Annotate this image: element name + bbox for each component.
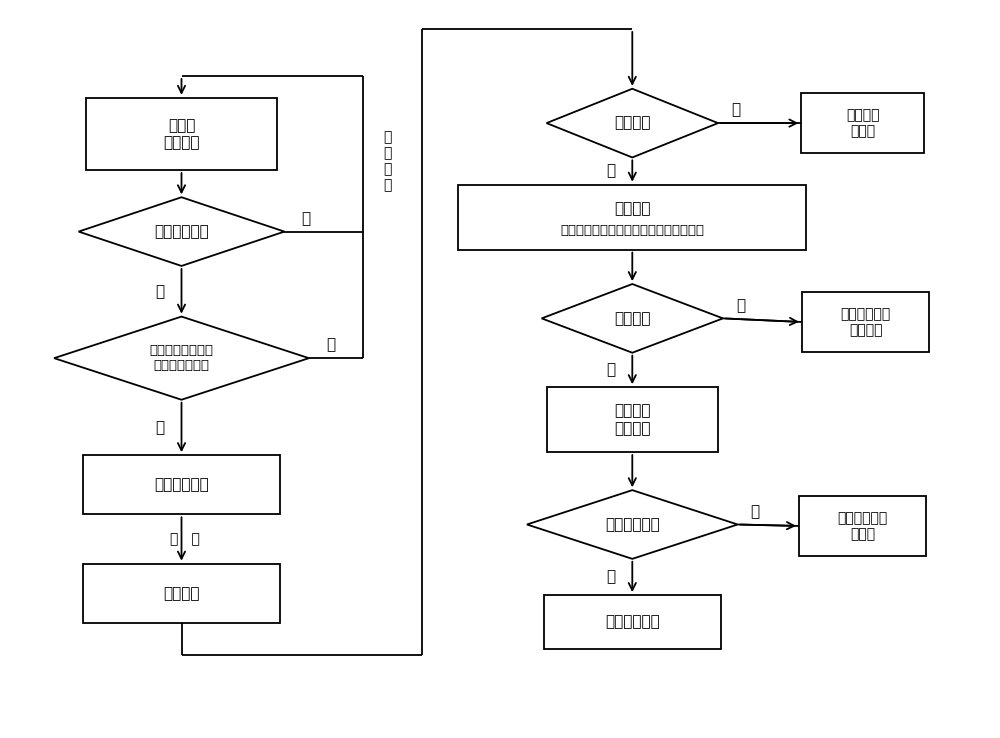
Text: 否: 否 xyxy=(301,211,311,226)
Text: 监听到
动作信号: 监听到 动作信号 xyxy=(163,118,200,150)
Text: 继
续
监
听: 继 续 监 听 xyxy=(383,130,391,193)
Text: 是: 是 xyxy=(155,283,165,299)
Bar xyxy=(802,292,929,351)
Bar xyxy=(458,184,806,249)
Text: 否: 否 xyxy=(751,504,760,519)
Text: 是: 是 xyxy=(606,164,615,179)
Polygon shape xyxy=(542,284,723,353)
Text: 是: 是 xyxy=(606,362,615,377)
Text: 故障分析: 故障分析 xyxy=(614,201,651,216)
Text: 检查相关方式设备
的状态是否正确: 检查相关方式设备 的状态是否正确 xyxy=(150,344,214,372)
Text: 否: 否 xyxy=(736,298,745,313)
Text: 执行故障
处理方案: 执行故障 处理方案 xyxy=(614,404,651,436)
Bar xyxy=(547,387,718,452)
Text: 等   待: 等 待 xyxy=(170,532,199,546)
Text: 故障处理结束: 故障处理结束 xyxy=(605,615,660,630)
Text: 中止分析
并告警: 中止分析 并告警 xyxy=(846,108,879,138)
Polygon shape xyxy=(79,197,284,266)
Bar xyxy=(544,595,720,649)
Text: 采用交互界面
手动控制: 采用交互界面 手动控制 xyxy=(840,307,891,337)
Text: 信号可信: 信号可信 xyxy=(614,116,651,131)
Bar xyxy=(799,496,926,556)
Text: 是: 是 xyxy=(606,570,615,584)
Bar xyxy=(801,94,924,153)
Text: 否: 否 xyxy=(731,103,740,117)
Polygon shape xyxy=(547,89,718,157)
Text: 启动故障分析: 启动故障分析 xyxy=(154,477,209,492)
Text: 获得故障隔离方案及非故障区域恢复方案: 获得故障隔离方案及非故障区域恢复方案 xyxy=(560,224,704,237)
Text: 是: 是 xyxy=(155,420,165,435)
Text: 否: 否 xyxy=(326,337,335,353)
Text: 中止故障处理
并告警: 中止故障处理 并告警 xyxy=(837,511,888,541)
Bar xyxy=(83,455,280,514)
Polygon shape xyxy=(54,317,309,400)
Text: 自动方式: 自动方式 xyxy=(614,311,651,326)
Bar xyxy=(83,564,280,623)
Text: 是否执行成功: 是否执行成功 xyxy=(605,517,660,532)
Text: 满足启动条件: 满足启动条件 xyxy=(154,224,209,239)
Text: 获取断面: 获取断面 xyxy=(163,586,200,601)
Bar xyxy=(86,98,277,170)
Polygon shape xyxy=(527,490,738,559)
